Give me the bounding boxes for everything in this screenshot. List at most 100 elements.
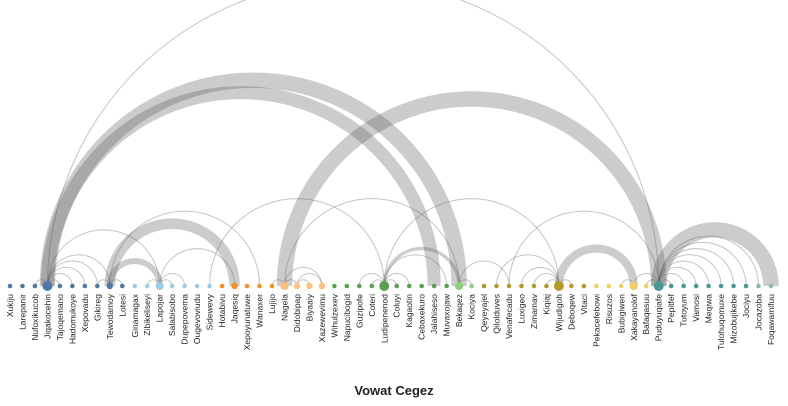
node-dot[interactable] [306, 282, 313, 290]
node-dot[interactable] [756, 283, 761, 289]
link-arc [554, 244, 638, 287]
node-dot[interactable] [553, 281, 564, 291]
node-label: Wanaxer [255, 294, 265, 328]
node-dot[interactable] [394, 283, 400, 289]
link-arc [283, 266, 323, 287]
node-label: Bubigiwen [616, 294, 626, 333]
node-label: Zimamav [529, 293, 539, 329]
node-dot[interactable] [668, 283, 674, 289]
node-dot[interactable] [7, 283, 13, 289]
node-dot[interactable] [506, 283, 512, 289]
node-label: Dupepovema [180, 294, 190, 345]
node-dot[interactable] [119, 283, 125, 289]
node-dot[interactable] [544, 283, 549, 289]
link-arc [383, 198, 560, 287]
node-dot[interactable] [231, 282, 238, 290]
node-dot[interactable] [144, 283, 150, 289]
node-dot[interactable] [369, 283, 375, 289]
node-dot[interactable] [494, 283, 499, 289]
node-label: Sidewevy [205, 293, 215, 330]
node-dot[interactable] [344, 283, 350, 289]
node-label: Coluyi [392, 294, 402, 318]
node-label: Muvaxojaw [442, 293, 452, 336]
node-dot[interactable] [706, 283, 711, 289]
node-dot[interactable] [481, 283, 487, 289]
link-arc [658, 248, 735, 287]
node-dot[interactable] [643, 283, 649, 289]
node-label: Bekaqez [454, 294, 464, 327]
node-dot[interactable] [244, 283, 250, 289]
node-dot[interactable] [681, 283, 686, 289]
node-dot[interactable] [431, 283, 437, 289]
node-dot[interactable] [169, 283, 175, 289]
node-dot[interactable] [32, 283, 38, 289]
node-dot[interactable] [653, 281, 664, 291]
node-label: Kagaotin [404, 294, 414, 328]
node-dot[interactable] [455, 281, 464, 291]
node-dot[interactable] [531, 283, 537, 289]
node-dot[interactable] [618, 283, 624, 289]
node-dot[interactable] [444, 283, 449, 289]
node-dot[interactable] [207, 283, 212, 289]
node-dot[interactable] [219, 283, 225, 289]
node-dot[interactable] [569, 283, 574, 289]
node-label: Kiqiaj [541, 294, 551, 315]
link-arc [658, 254, 722, 287]
node-label: Jiqakocehin [42, 294, 52, 339]
node-dot[interactable] [42, 281, 53, 291]
node-dot[interactable] [318, 282, 326, 290]
link-arc [658, 266, 697, 287]
node-dot[interactable] [606, 283, 612, 289]
node-label: Xepoyunatuwe [242, 294, 252, 351]
node-dot[interactable] [357, 283, 362, 289]
node-dot[interactable] [519, 283, 524, 289]
node-dot[interactable] [106, 282, 114, 290]
node-label: Jaqesiq [230, 294, 240, 324]
node-dot[interactable] [594, 283, 599, 289]
node-label: Vamosi [691, 294, 701, 322]
node-dot[interactable] [20, 283, 25, 289]
node-label: Tewodamoy [105, 293, 115, 339]
node-label: Didobipap [292, 294, 302, 333]
node-dot[interactable] [379, 281, 390, 291]
node-dot[interactable] [693, 283, 699, 289]
node-dot[interactable] [70, 283, 75, 289]
node-dot[interactable] [269, 283, 275, 289]
node-dot[interactable] [743, 283, 749, 289]
node-dot[interactable] [155, 281, 164, 291]
node-dot[interactable] [82, 283, 88, 289]
node-dot[interactable] [132, 283, 138, 289]
node-dot[interactable] [280, 281, 289, 291]
node-dot[interactable] [731, 283, 736, 289]
link-arc [658, 235, 760, 287]
node-dot[interactable] [629, 281, 638, 291]
labels-layer: Xukiju Larepanir Nufoxikucob Jiqakocehin Taj… [5, 293, 776, 350]
node-dot[interactable] [332, 283, 337, 289]
node-label: Wihulzexev [329, 293, 339, 337]
node-label: Napucibogid [342, 294, 352, 342]
link-arc [209, 198, 385, 287]
node-dot[interactable] [419, 283, 424, 289]
node-dot[interactable] [293, 282, 301, 290]
node-dot[interactable] [194, 283, 200, 289]
node-dot[interactable] [718, 283, 724, 289]
link-arc [658, 260, 710, 287]
node-label: Luxigeo [516, 294, 526, 324]
node-label: Nagela [279, 294, 289, 321]
node-dot[interactable] [95, 283, 100, 289]
node-dot[interactable] [406, 283, 412, 289]
node-dot[interactable] [57, 283, 63, 289]
node-dot[interactable] [768, 283, 774, 289]
node-label: Pepitfef [666, 293, 676, 322]
link-arc [40, 86, 441, 287]
link-arc [658, 241, 747, 287]
node-dot[interactable] [581, 283, 587, 289]
node-dot[interactable] [182, 283, 187, 289]
node-label: Nufoxikucob [30, 294, 40, 341]
arcs-layer [34, 0, 779, 287]
node-dot[interactable] [469, 283, 474, 289]
node-label: Pekacefebowi [591, 294, 601, 347]
node-dot[interactable] [257, 283, 262, 289]
link-arc [159, 273, 186, 287]
